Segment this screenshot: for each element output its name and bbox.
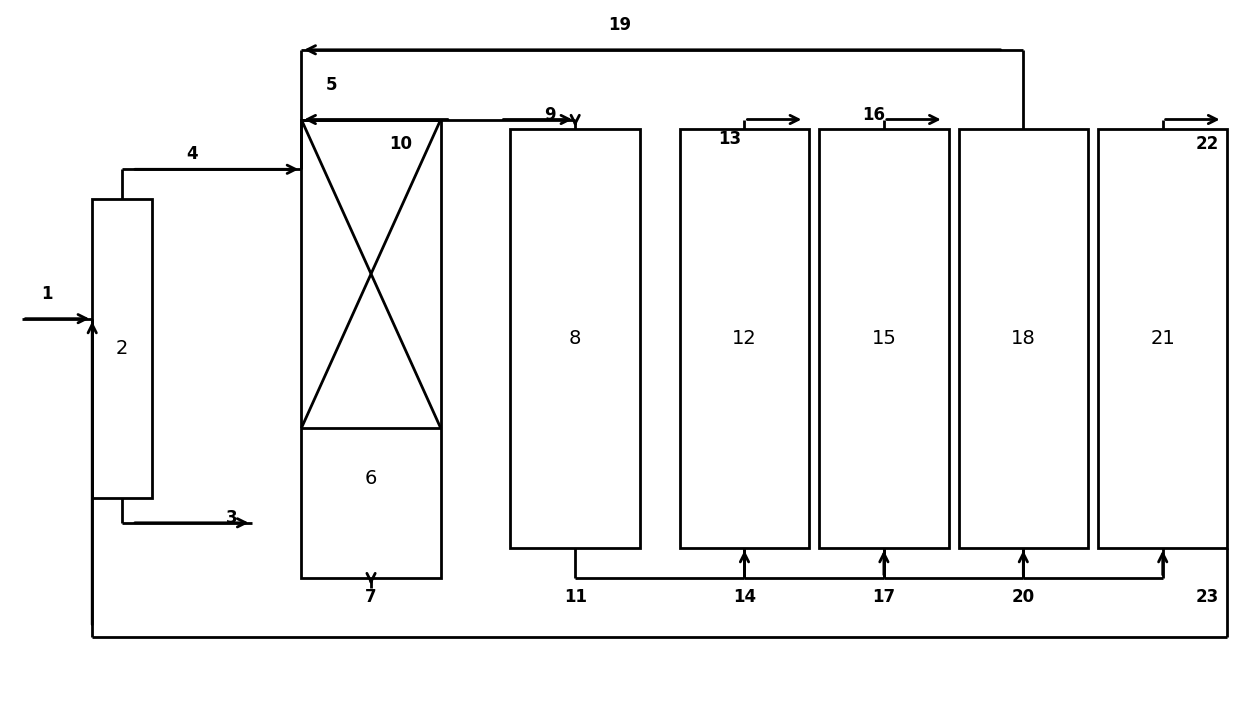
Text: 21: 21 [1151,329,1176,348]
Bar [680,130,810,548]
Bar [301,120,440,578]
Text: 7: 7 [366,589,377,607]
Text: 3: 3 [226,509,237,527]
Text: 17: 17 [872,589,895,607]
Text: 6: 6 [365,468,377,488]
Text: 8: 8 [569,329,582,348]
Bar [959,130,1087,548]
Text: 1: 1 [42,285,53,303]
Text: 18: 18 [1011,329,1035,348]
Text: 11: 11 [564,589,587,607]
Text: 12: 12 [732,329,756,348]
Text: 22: 22 [1195,136,1219,153]
Bar [1097,130,1228,548]
Text: 15: 15 [872,329,897,348]
Text: 10: 10 [389,136,413,153]
Bar [92,199,153,498]
Bar [511,130,640,548]
Text: 9: 9 [544,105,556,123]
Text: 23: 23 [1195,589,1219,607]
Text: 19: 19 [609,16,631,34]
Text: 4: 4 [186,146,197,163]
Text: 5: 5 [325,76,337,94]
Text: 13: 13 [718,130,742,148]
Text: 16: 16 [863,105,885,123]
Bar [820,130,949,548]
Text: 14: 14 [733,589,756,607]
Text: 20: 20 [1012,589,1035,607]
Text: 2: 2 [115,339,128,358]
